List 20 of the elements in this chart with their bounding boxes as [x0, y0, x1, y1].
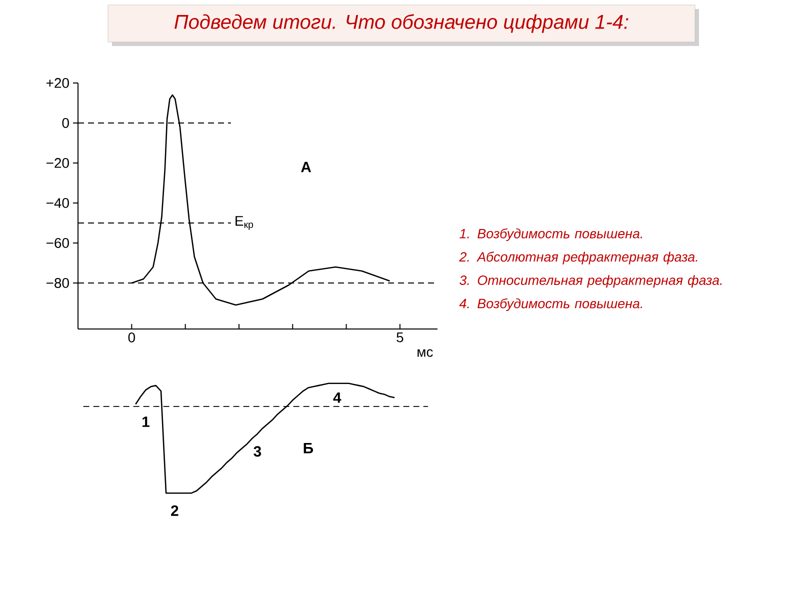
y-tick-label: −20 [46, 158, 69, 168]
text: 4. Возбудимость повышена. [459, 298, 642, 311]
ref-line-label: E$_{кр}$ [236, 216, 254, 230]
text: 3. Относительная рефрактерная фаза. [460, 275, 722, 288]
annotation: 3 [254, 446, 262, 457]
y-tick-label: −40 [46, 198, 69, 208]
text: 2 [171, 505, 178, 516]
annotation: 1 [142, 416, 150, 427]
annotation: 4 [333, 392, 342, 403]
y-tick-label: −60 [46, 238, 69, 248]
x-axis-title: мс [418, 349, 433, 357]
x-tick-label: 5 [396, 332, 404, 342]
y-tick-label: −80 [46, 278, 69, 288]
annotation: А [301, 162, 312, 172]
text: 1. Возбудимость повышена. [460, 228, 642, 242]
text: 2. Абсолютная рефрактерная фаза. [459, 252, 698, 264]
y-tick-label: +20 [46, 78, 69, 88]
annotation: Б [304, 442, 314, 454]
chart-title: Подведем итоги. Что обозначено цифрами 1-4: [174, 14, 628, 33]
y-tick-label: 0 [62, 118, 69, 128]
